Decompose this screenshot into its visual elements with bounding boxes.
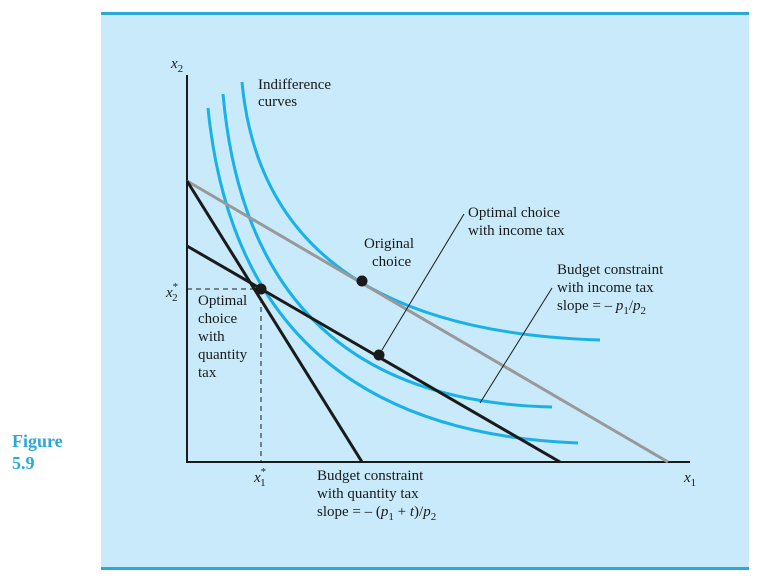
label-indifference-curves: Indifference curves [258, 77, 335, 110]
label-budget-quantity-slope: slope = – (p1 + t)/p2 [317, 504, 436, 523]
label-quantity-tax-choice: Optimal choice with quantity tax [198, 293, 251, 381]
pointer-income-choice [381, 213, 465, 351]
figure-word: Figure [12, 431, 63, 451]
tick-x1-star: x* 1 [253, 466, 266, 489]
point-quantity-tax-choice [255, 283, 267, 295]
indifference-curve-2 [221, 93, 553, 409]
figure-label: Figure 5.9 [12, 430, 63, 474]
x-axis-label: x1 [683, 470, 696, 489]
y-axis-label: x2 [170, 56, 183, 75]
label-original-choice: Original choice [364, 236, 418, 270]
pointer-budget-income [479, 287, 553, 404]
indifference-curve-1 [206, 107, 579, 445]
label-income-tax-choice: Optimal choice with income tax [468, 205, 565, 239]
diagram-panel [101, 12, 749, 570]
label-budget-quantity-tax: Budget constraint with quantity tax [317, 468, 427, 502]
budget-line-quantity-tax [185, 180, 364, 463]
figure-number: 5.9 [12, 453, 35, 473]
label-budget-income-tax: Budget constraint with income tax [557, 262, 667, 296]
point-income-tax-choice [373, 349, 385, 361]
label-budget-income-slope: slope = – p1/p2 [557, 298, 646, 317]
budget-line-income-tax [186, 179, 669, 464]
tick-x2-star: x* 2 [165, 281, 178, 304]
point-original-choice [356, 275, 368, 287]
